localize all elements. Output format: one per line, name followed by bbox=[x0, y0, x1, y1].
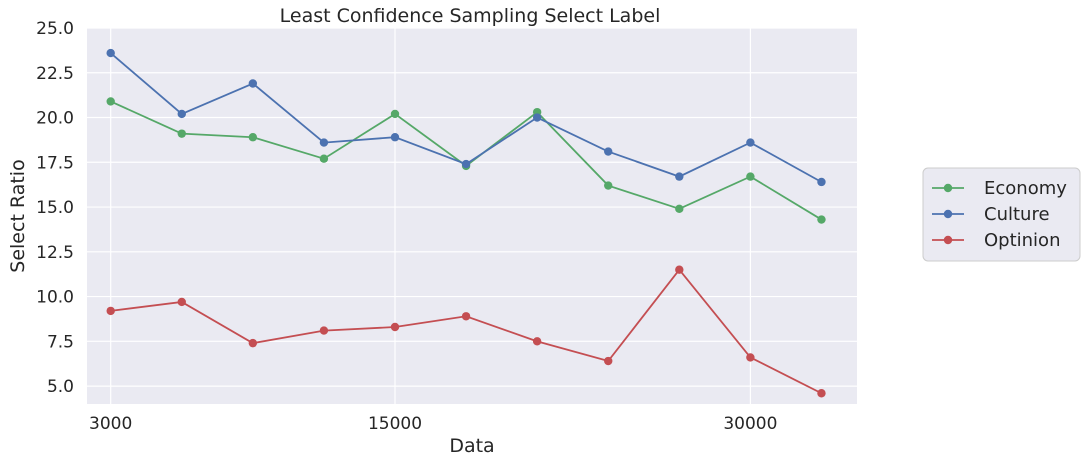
data-point bbox=[106, 48, 115, 58]
data-point bbox=[390, 322, 400, 332]
data-point bbox=[177, 109, 186, 119]
data-point bbox=[746, 353, 755, 362]
y-axis: 5.0 7.5 10.0 12.5 15.0 17.5 20.0 22.5 25.0 bbox=[36, 19, 74, 397]
legend-label: Culture bbox=[984, 204, 1050, 225]
x-tick-label: 15000 bbox=[368, 414, 422, 434]
data-point bbox=[817, 177, 826, 187]
legend-box bbox=[922, 167, 1081, 262]
y-tick-label: 7.5 bbox=[47, 332, 74, 352]
x-axis-title: Data bbox=[449, 435, 494, 457]
y-tick-label: 12.5 bbox=[36, 243, 74, 263]
data-point bbox=[461, 312, 471, 321]
data-point bbox=[319, 138, 329, 147]
data-point bbox=[675, 204, 684, 214]
data-point bbox=[177, 297, 186, 307]
y-axis-title: Select Ratio bbox=[7, 159, 29, 272]
series-optinion bbox=[106, 265, 826, 398]
legend-swatch-marker bbox=[943, 235, 953, 245]
series-culture bbox=[106, 48, 826, 187]
data-point bbox=[604, 181, 613, 190]
y-tick-label: 17.5 bbox=[36, 153, 74, 173]
data-point bbox=[177, 129, 186, 138]
data-point bbox=[675, 172, 684, 181]
data-point bbox=[604, 147, 613, 156]
grid-lines bbox=[87, 27, 857, 404]
y-tick-label: 22.5 bbox=[36, 64, 74, 84]
data-point bbox=[817, 215, 826, 224]
y-tick-label: 15.0 bbox=[36, 198, 74, 218]
data-point bbox=[604, 356, 613, 366]
data-point bbox=[675, 265, 684, 274]
legend-item: Optinion bbox=[932, 230, 1060, 251]
data-point bbox=[106, 306, 115, 316]
legend-item: Economy bbox=[932, 178, 1067, 199]
data-point bbox=[319, 326, 329, 335]
chart-title: Least Confidence Sampling Select Label bbox=[280, 5, 661, 27]
data-point bbox=[248, 79, 258, 88]
legend-label: Economy bbox=[984, 178, 1067, 199]
legend: Economy Culture Optinion bbox=[922, 167, 1081, 262]
x-tick-label: 30000 bbox=[723, 414, 777, 434]
legend-swatch-marker bbox=[943, 209, 953, 219]
y-tick-label: 10.0 bbox=[36, 288, 74, 308]
data-point bbox=[248, 133, 258, 142]
x-tick-label: 3000 bbox=[89, 414, 132, 434]
y-tick-label: 25.0 bbox=[36, 19, 74, 39]
legend-swatch-marker bbox=[943, 183, 953, 193]
y-tick-label: 5.0 bbox=[47, 377, 74, 397]
y-tick-label: 20.0 bbox=[36, 109, 74, 129]
data-point bbox=[532, 113, 542, 122]
data-point bbox=[106, 97, 115, 106]
data-point bbox=[390, 133, 400, 142]
data-point bbox=[248, 338, 258, 348]
series-layer bbox=[106, 48, 826, 398]
data-point bbox=[746, 138, 755, 147]
data-point bbox=[319, 154, 329, 163]
data-point bbox=[817, 389, 826, 398]
legend-item: Culture bbox=[932, 204, 1050, 225]
data-point bbox=[390, 109, 400, 119]
data-point bbox=[532, 337, 542, 346]
x-axis: 3000 15000 30000 bbox=[89, 414, 777, 434]
data-point bbox=[746, 172, 755, 181]
legend-label: Optinion bbox=[984, 230, 1060, 251]
data-point bbox=[461, 159, 471, 169]
